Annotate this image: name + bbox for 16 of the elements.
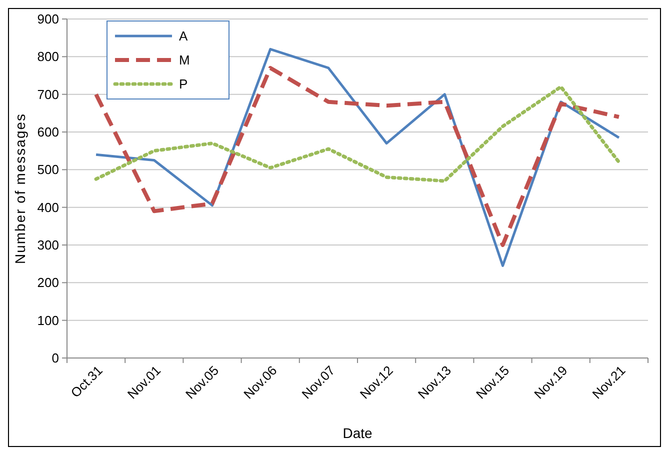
y-tick-label: 600 xyxy=(37,124,59,140)
legend-label: A xyxy=(179,28,188,44)
y-tick-label: 0 xyxy=(52,350,59,366)
line-series xyxy=(94,66,621,247)
y-tick-label: 200 xyxy=(37,275,59,290)
y-tick-label: 300 xyxy=(37,238,59,253)
y-tick-label: 800 xyxy=(37,49,59,64)
legend-label: P xyxy=(179,76,188,92)
y-tick-label: 100 xyxy=(37,312,59,328)
y-tick-label: 500 xyxy=(37,162,59,178)
y-tick-label: 900 xyxy=(37,12,59,27)
y-tick-label: 700 xyxy=(37,86,59,102)
legend-label: M xyxy=(179,52,190,68)
y-tick-label: 400 xyxy=(37,200,59,215)
x-axis-title: Date xyxy=(342,425,372,441)
y-axis-title: Number of messages xyxy=(12,112,28,264)
